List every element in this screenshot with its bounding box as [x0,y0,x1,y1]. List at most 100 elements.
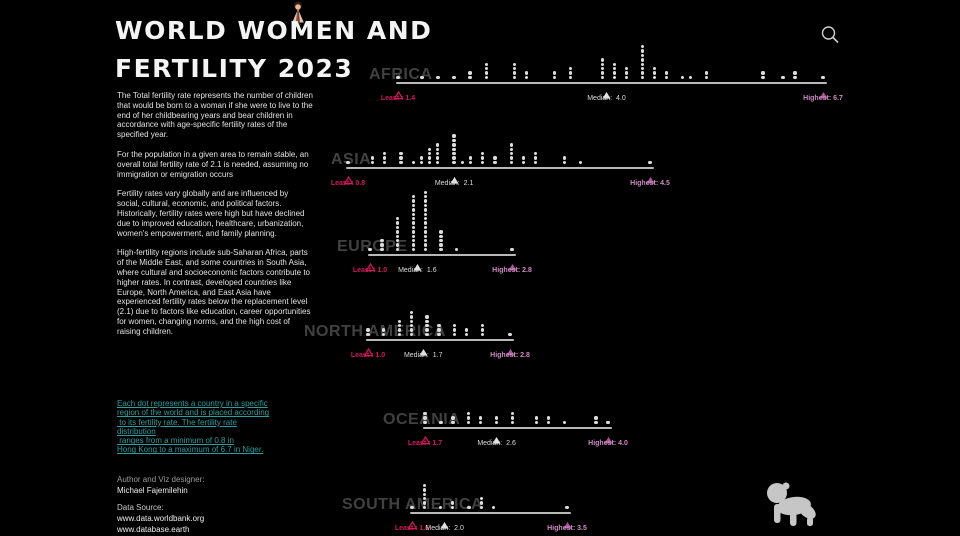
country-dot[interactable] [568,75,573,80]
country-dot[interactable] [366,328,370,332]
country-dot[interactable] [422,488,426,492]
country-dot[interactable] [510,247,514,252]
country-dot[interactable] [427,160,432,165]
country-dot[interactable] [411,243,416,247]
country-dot[interactable] [436,75,440,80]
country-dot[interactable] [419,156,424,160]
country-dot[interactable] [395,225,400,230]
country-dot[interactable] [512,62,516,66]
country-dot[interactable] [437,328,441,332]
country-dot[interactable] [484,75,488,80]
country-dot[interactable] [568,71,573,75]
country-dot[interactable] [491,505,496,510]
country-dot[interactable] [425,324,429,328]
country-dot[interactable] [423,199,427,203]
country-dot[interactable] [439,243,443,247]
country-dot[interactable] [612,62,617,66]
country-dot[interactable] [640,53,645,58]
country-dot[interactable] [423,243,427,247]
country-dot[interactable] [439,247,443,252]
country-dot[interactable] [455,247,459,252]
country-dot[interactable] [552,75,557,80]
country-dot[interactable] [411,199,416,203]
country-dot[interactable] [464,332,469,337]
country-dot[interactable] [510,412,515,416]
country-dot[interactable] [420,75,424,80]
country-dot[interactable] [494,416,499,420]
country-dot[interactable] [793,75,797,80]
country-dot[interactable] [411,195,416,199]
country-dot[interactable] [624,75,629,80]
country-dot[interactable] [640,49,645,53]
country-dot[interactable] [370,160,375,165]
country-dot[interactable] [380,239,384,243]
country-dot[interactable] [781,75,785,80]
country-dot[interactable] [600,75,605,80]
country-dot[interactable] [524,75,528,80]
country-dot[interactable] [422,497,426,501]
country-dot[interactable] [468,75,472,80]
country-dot[interactable] [380,243,384,247]
country-dot[interactable] [546,420,551,425]
country-dot[interactable] [652,75,657,80]
country-dot[interactable] [664,71,669,75]
country-dot[interactable] [452,147,456,151]
country-dot[interactable] [512,75,516,80]
country-dot[interactable] [484,67,488,71]
country-dot[interactable] [562,160,566,165]
country-dot[interactable] [468,156,473,160]
country-dot[interactable] [419,160,424,165]
country-dot[interactable] [436,156,440,160]
country-dot[interactable] [509,156,513,160]
country-dot[interactable] [368,247,372,252]
country-dot[interactable] [346,160,350,165]
country-dot[interactable] [460,160,464,165]
country-dot[interactable] [437,332,441,337]
country-dot[interactable] [380,247,384,252]
country-dot[interactable] [453,324,457,328]
country-dot[interactable] [688,75,693,80]
country-dot[interactable] [664,75,669,80]
country-dot[interactable] [484,62,488,66]
country-dot[interactable] [624,71,629,75]
country-dot[interactable] [600,62,605,66]
country-dot[interactable] [640,67,645,71]
country-dot[interactable] [436,152,440,156]
country-dot[interactable] [509,160,513,165]
country-dot[interactable] [612,71,617,75]
country-dot[interactable] [612,67,617,71]
country-dot[interactable] [524,71,528,75]
country-dot[interactable] [468,160,473,165]
country-dot[interactable] [399,152,403,156]
country-dot[interactable] [568,67,573,71]
country-dot[interactable] [534,152,538,156]
country-dot[interactable] [423,190,427,194]
country-dot[interactable] [409,332,414,337]
country-dot[interactable] [423,412,427,416]
country-dot[interactable] [451,505,455,510]
country-dot[interactable] [427,147,432,151]
country-dot[interactable] [383,156,387,160]
country-dot[interactable] [640,58,645,62]
country-dot[interactable] [396,75,400,80]
country-dot[interactable] [382,328,386,332]
country-dot[interactable] [411,239,416,243]
country-dot[interactable] [397,328,402,332]
country-dot[interactable] [411,247,416,252]
country-dot[interactable] [606,420,610,425]
country-dot[interactable] [395,247,400,252]
country-dot[interactable] [510,420,515,425]
country-dot[interactable] [425,332,429,337]
country-dot[interactable] [484,71,488,75]
country-dot[interactable] [509,143,513,147]
country-dot[interactable] [423,234,427,238]
country-dot[interactable] [411,160,415,165]
country-dot[interactable] [612,75,617,80]
country-dot[interactable] [510,416,515,420]
country-dot[interactable] [705,71,709,75]
country-dot[interactable] [453,328,457,332]
search-icon[interactable] [819,24,841,46]
country-dot[interactable] [509,152,513,156]
country-dot[interactable] [451,420,455,425]
country-dot[interactable] [793,71,797,75]
